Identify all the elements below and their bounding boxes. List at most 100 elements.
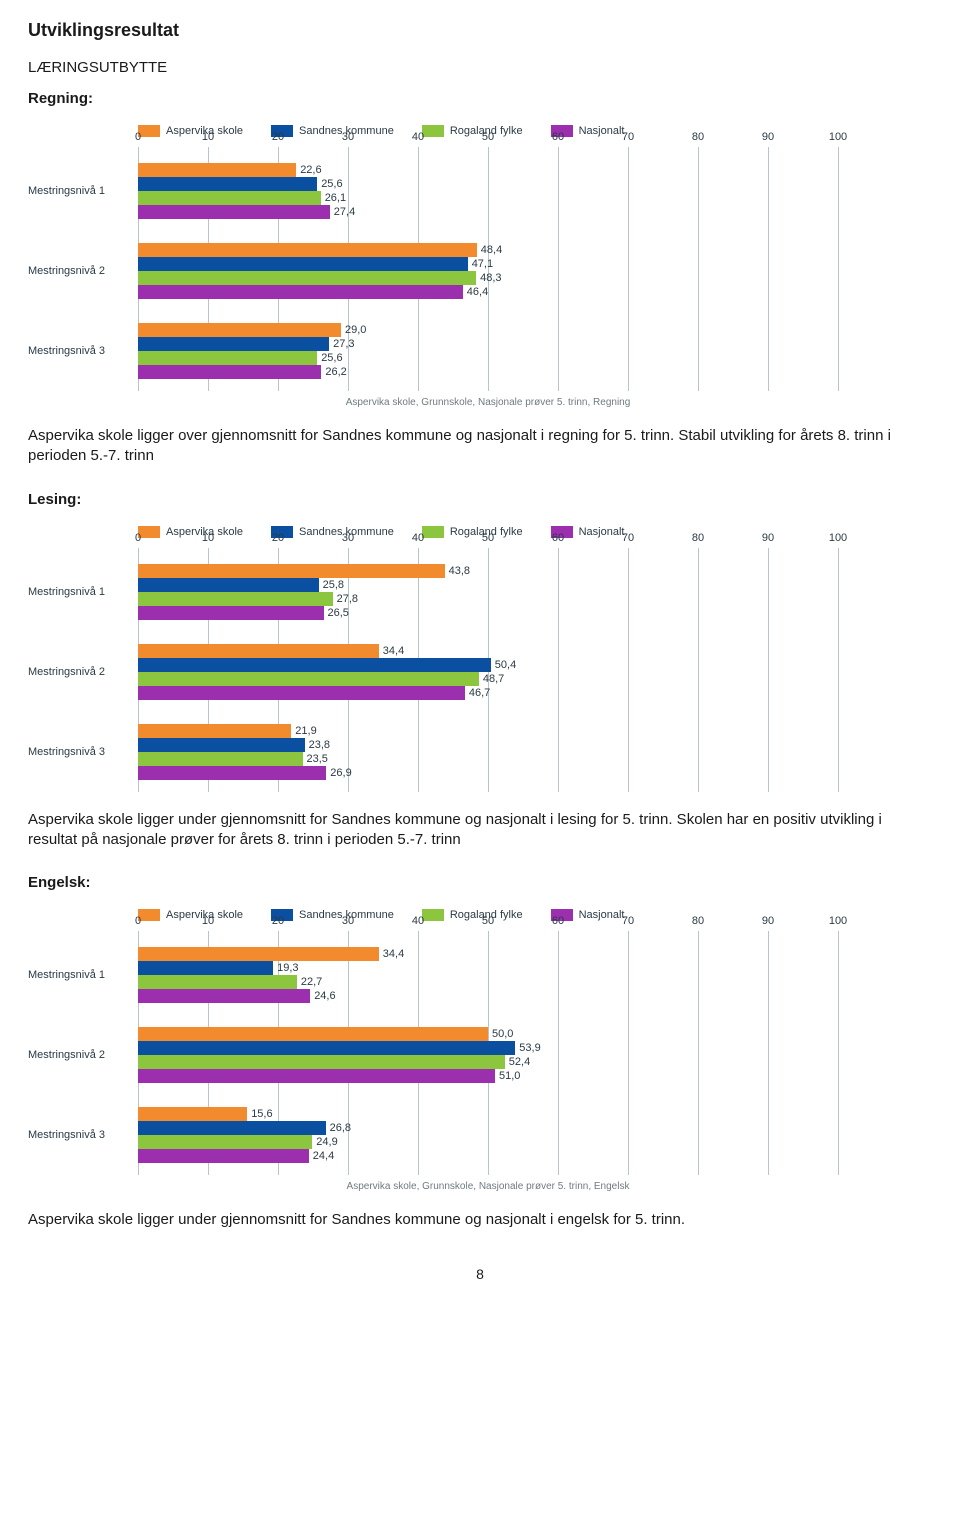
group-label: Mestringsnivå 2	[28, 666, 128, 678]
axis-tick-label: 30	[342, 532, 354, 544]
bar-value-label: 43,8	[445, 564, 470, 578]
bar-value-label: 27,8	[333, 592, 358, 606]
bar-row: 34,4	[138, 947, 838, 961]
axis-tick-label: 100	[829, 131, 847, 143]
bar-row: 25,8	[138, 578, 838, 592]
axis-tick-label: 10	[202, 915, 214, 927]
bar-row: 24,4	[138, 1149, 838, 1163]
bar-row: 25,6	[138, 351, 838, 365]
bar-value-label: 23,5	[303, 752, 328, 766]
axis-tick-label: 80	[692, 131, 704, 143]
bar-value-label: 23,8	[305, 738, 330, 752]
bar	[138, 686, 465, 700]
bar-value-label: 50,4	[491, 658, 516, 672]
bar-value-label: 26,8	[326, 1121, 351, 1135]
bar	[138, 191, 321, 205]
bar-row: 51,0	[138, 1069, 838, 1083]
chart-lesing: Aspervika skoleSandnes kommuneRogaland f…	[138, 518, 932, 792]
bar-row: 24,9	[138, 1135, 838, 1149]
axis-tick-label: 30	[342, 915, 354, 927]
bar	[138, 766, 326, 780]
bar	[138, 163, 296, 177]
chart-regning: Aspervika skoleSandnes kommuneRogaland f…	[138, 117, 932, 408]
bar	[138, 177, 317, 191]
chart-group: Mestringsnivå 143,825,827,826,5	[138, 552, 838, 632]
bar-row: 21,9	[138, 724, 838, 738]
bar-value-label: 53,9	[515, 1041, 540, 1055]
axis-tick-label: 20	[272, 532, 284, 544]
axis-tick-label: 40	[412, 915, 424, 927]
bar-value-label: 24,9	[312, 1135, 337, 1149]
bar	[138, 724, 291, 738]
bar	[138, 323, 341, 337]
bar	[138, 592, 333, 606]
bar	[138, 285, 463, 299]
chart-group: Mestringsnivå 234,450,448,746,7	[138, 632, 838, 712]
chart-group: Mestringsnivå 315,626,824,924,4	[138, 1095, 838, 1175]
bar-row: 27,4	[138, 205, 838, 219]
bar-value-label: 34,4	[379, 644, 404, 658]
bar	[138, 738, 305, 752]
bar-row: 19,3	[138, 961, 838, 975]
bar-value-label: 52,4	[505, 1055, 530, 1069]
bar-row: 27,3	[138, 337, 838, 351]
axis-tick-label: 0	[135, 131, 141, 143]
bar-row: 43,8	[138, 564, 838, 578]
bar-row: 23,8	[138, 738, 838, 752]
bar-value-label: 22,6	[296, 163, 321, 177]
bar	[138, 644, 379, 658]
bar-value-label: 22,7	[297, 975, 322, 989]
bar	[138, 1121, 326, 1135]
bar-row: 26,8	[138, 1121, 838, 1135]
bar-value-label: 46,4	[463, 285, 488, 299]
axis-tick-label: 60	[552, 131, 564, 143]
bar	[138, 337, 329, 351]
bar-value-label: 25,6	[317, 351, 342, 365]
bar	[138, 257, 468, 271]
bar-row: 26,1	[138, 191, 838, 205]
chart-source-caption: Aspervika skole, Grunnskole, Nasjonale p…	[138, 397, 838, 408]
group-label: Mestringsnivå 3	[28, 1129, 128, 1141]
axis-tick-label: 30	[342, 131, 354, 143]
bar-value-label: 26,2	[321, 365, 346, 379]
bar	[138, 1107, 247, 1121]
axis-tick-label: 90	[762, 915, 774, 927]
bar-value-label: 15,6	[247, 1107, 272, 1121]
gridline	[838, 931, 839, 1175]
axis-tick-label: 20	[272, 131, 284, 143]
chart-group: Mestringsnivå 329,027,325,626,2	[138, 311, 838, 391]
axis-labels: 0102030405060708090100	[138, 131, 838, 145]
chart-group: Mestringsnivå 250,053,952,451,0	[138, 1015, 838, 1095]
bar-value-label: 34,4	[379, 947, 404, 961]
section-name: LÆRINGSUTBYTTE	[28, 59, 932, 76]
axis-tick-label: 40	[412, 131, 424, 143]
chart-group: Mestringsnivå 248,447,148,346,4	[138, 231, 838, 311]
axis-tick-label: 50	[482, 532, 494, 544]
subject-engelsk: Engelsk:	[28, 874, 932, 891]
bar-row: 47,1	[138, 257, 838, 271]
bar-value-label: 27,3	[329, 337, 354, 351]
bar-row: 53,9	[138, 1041, 838, 1055]
bar	[138, 1135, 312, 1149]
bar-value-label: 27,4	[330, 205, 355, 219]
bar-row: 52,4	[138, 1055, 838, 1069]
chart-group: Mestringsnivå 122,625,626,127,4	[138, 151, 838, 231]
axis-tick-label: 80	[692, 915, 704, 927]
bar-row: 29,0	[138, 323, 838, 337]
bar-row: 46,4	[138, 285, 838, 299]
bar	[138, 1149, 309, 1163]
axis-labels: 0102030405060708090100	[138, 915, 838, 929]
axis-tick-label: 100	[829, 915, 847, 927]
group-label: Mestringsnivå 3	[28, 345, 128, 357]
axis-tick-label: 70	[622, 532, 634, 544]
bar-row: 24,6	[138, 989, 838, 1003]
axis-tick-label: 0	[135, 915, 141, 927]
bar-row: 34,4	[138, 644, 838, 658]
bar	[138, 606, 324, 620]
chart-group: Mestringsnivå 134,419,322,724,6	[138, 935, 838, 1015]
bar	[138, 351, 317, 365]
bar-row: 50,0	[138, 1027, 838, 1041]
axis-tick-label: 0	[135, 532, 141, 544]
axis-tick-label: 70	[622, 915, 634, 927]
bar	[138, 989, 310, 1003]
